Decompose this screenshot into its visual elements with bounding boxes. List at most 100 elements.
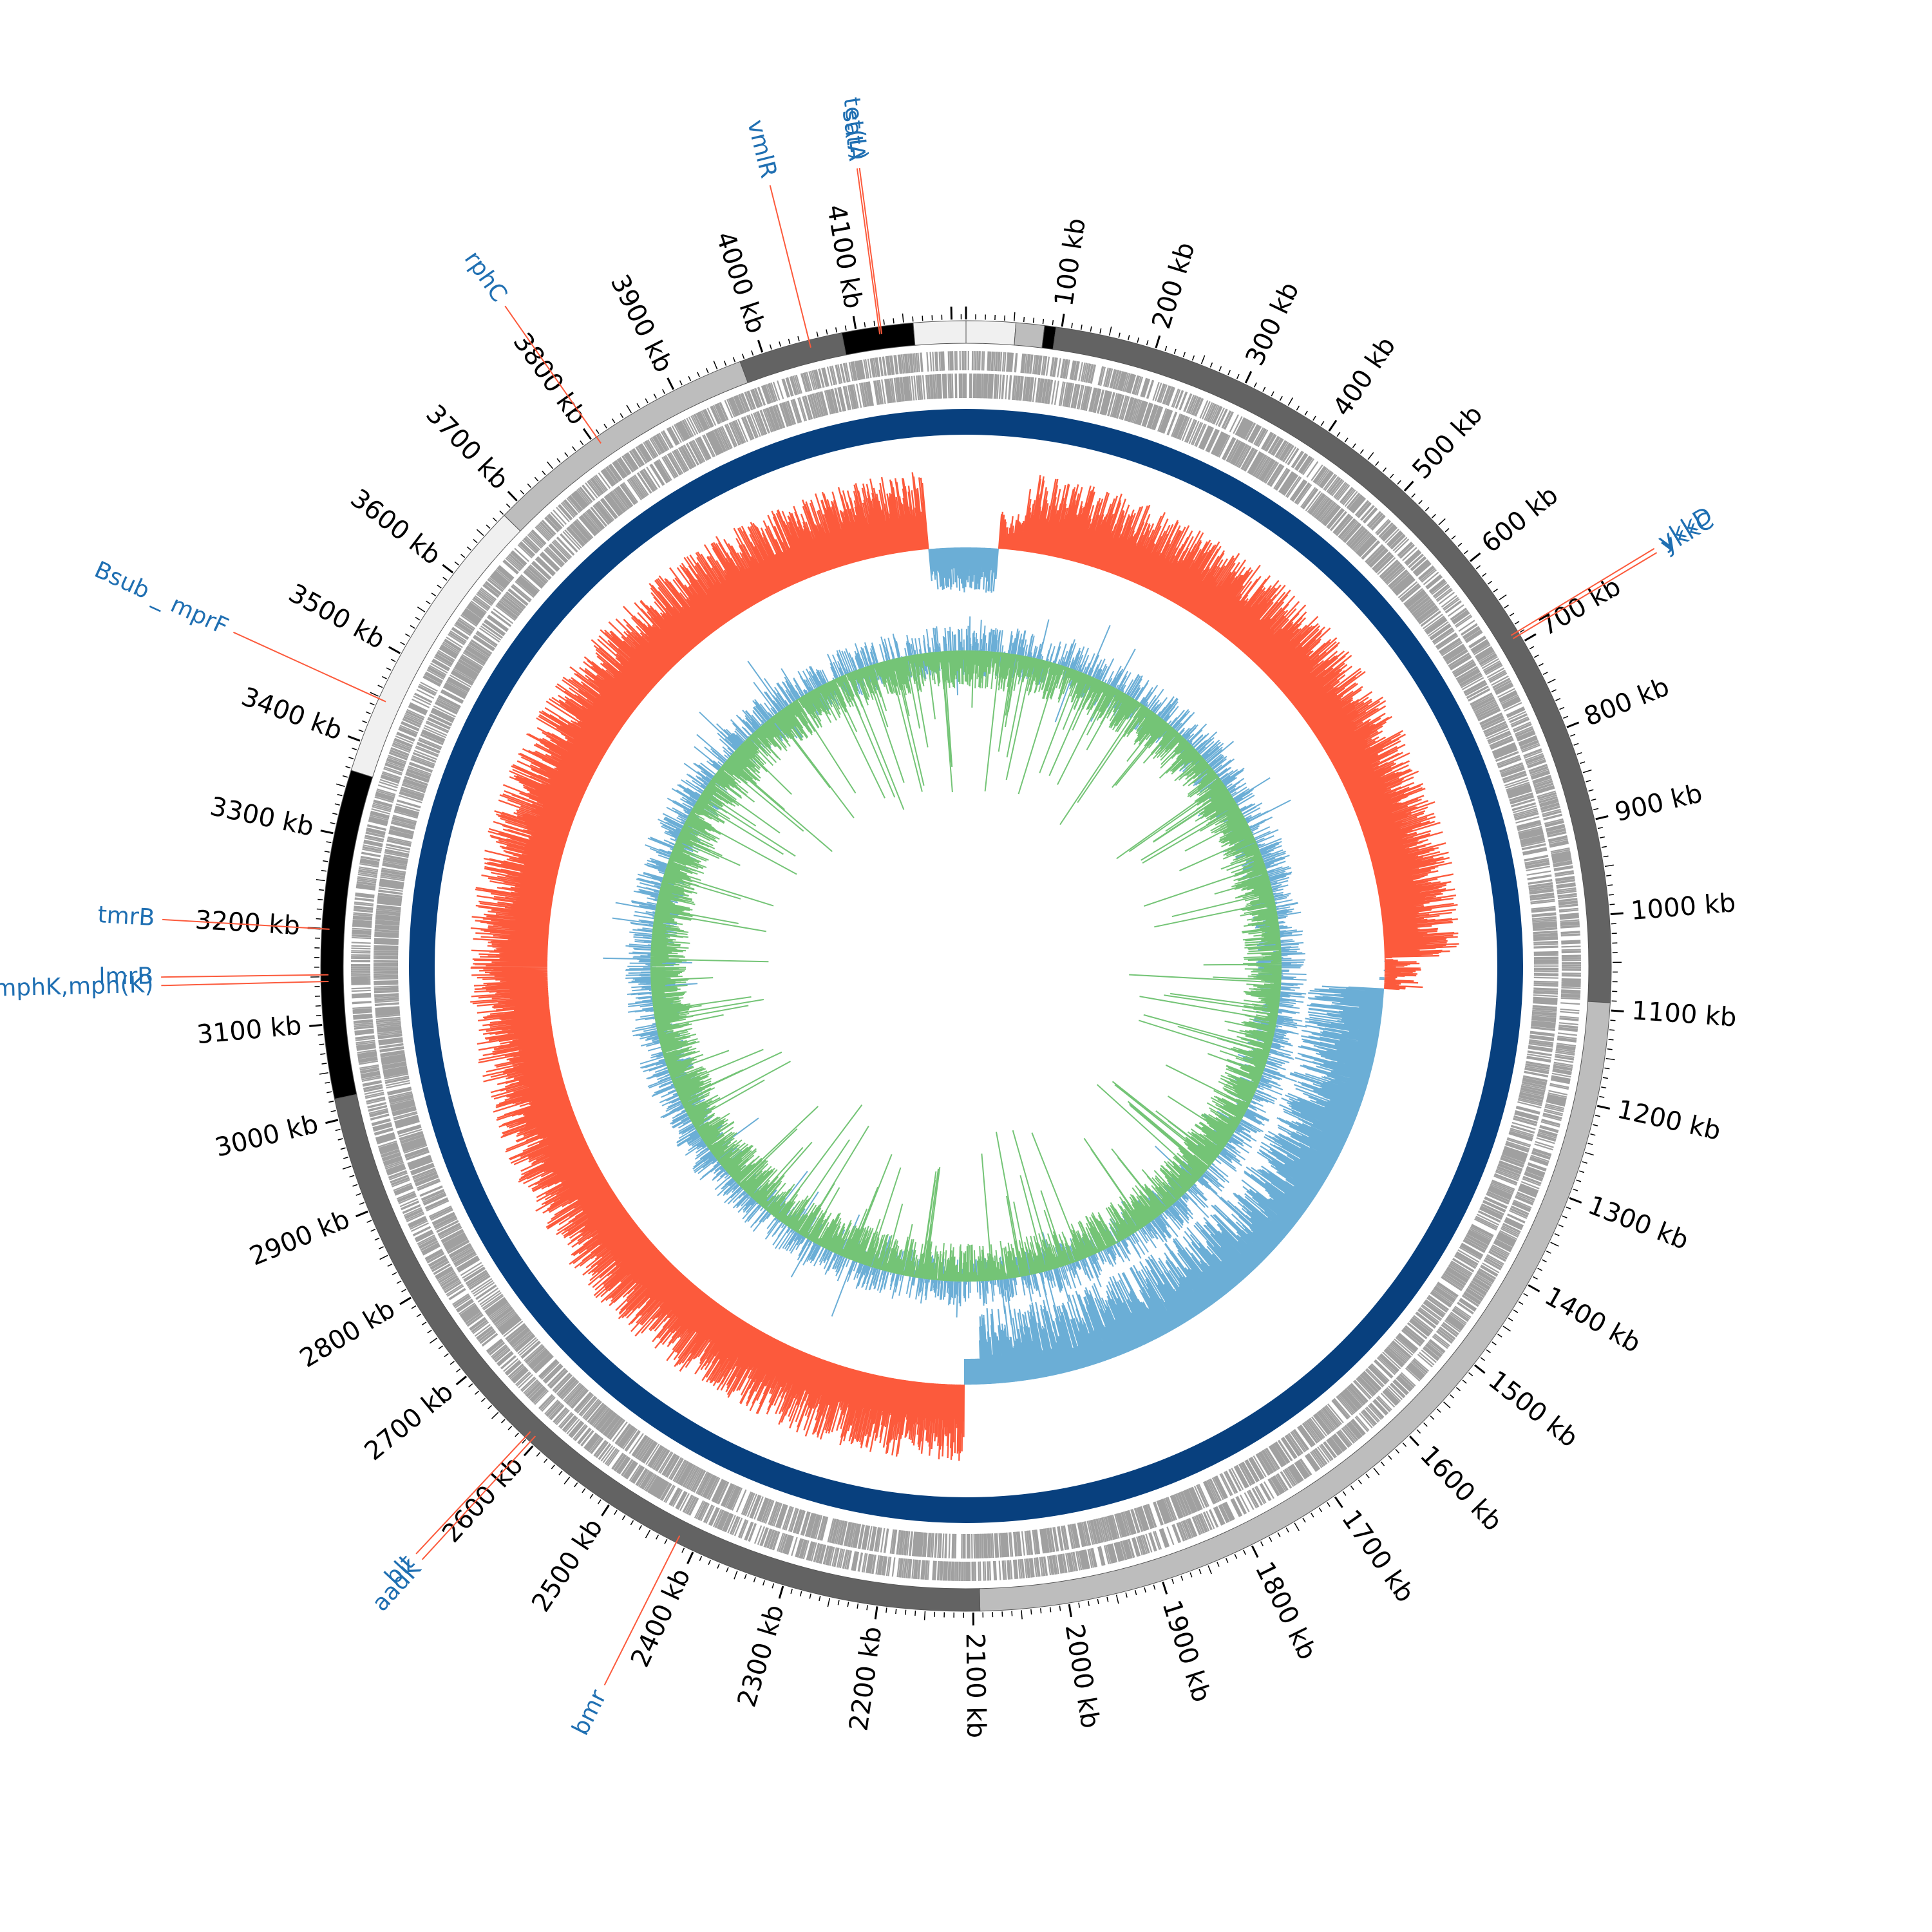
scale-tick: [1234, 1553, 1238, 1559]
gene-leader-line: [1510, 547, 1655, 636]
scale-tick: [474, 1390, 479, 1395]
scale-tick: [601, 1504, 610, 1517]
scale-tick: [466, 546, 471, 551]
scale-tick: [542, 470, 546, 475]
scale-tick: [1262, 386, 1266, 392]
tick-label: 1000 kb: [1630, 888, 1737, 926]
scale-tick: [374, 1237, 380, 1241]
scale-tick: [1352, 443, 1356, 448]
scale-tick: [597, 1499, 601, 1504]
scale-tick: [620, 413, 624, 419]
scale-tick: [1518, 1301, 1524, 1305]
scale-tick: [1481, 573, 1487, 577]
scale-tick: [499, 510, 504, 515]
scale-tick: [1243, 1549, 1246, 1555]
scale-tick: [544, 1458, 548, 1463]
tick-label: 3500 kb: [283, 578, 390, 655]
scale-tick: [343, 1156, 349, 1159]
tick-label: 1500 kb: [1482, 1365, 1584, 1454]
scale-tick: [1236, 374, 1240, 379]
scale-tick: [1593, 1124, 1598, 1126]
tick-label: 3400 kb: [238, 682, 346, 746]
gene-leader-line: [162, 918, 330, 930]
scale-tick: [1492, 1341, 1497, 1346]
scale-tick: [362, 720, 368, 723]
scale-tick: [1504, 604, 1510, 609]
scale-tick: [437, 584, 442, 589]
scale-tick: [1218, 366, 1222, 372]
scale-tick: [337, 1138, 343, 1141]
scale-tick: [1430, 1416, 1435, 1420]
tick-label: 2600 kb: [437, 1450, 529, 1548]
scale-tick: [1487, 580, 1493, 585]
scale-tick: [1464, 550, 1469, 554]
scale-tick: [1562, 1215, 1567, 1218]
scale-tick: [1052, 319, 1054, 326]
scale-tick: [852, 316, 857, 329]
scale-tick: [316, 918, 321, 920]
tick-label: 1300 kb: [1584, 1190, 1692, 1255]
scale-tick: [1097, 1598, 1099, 1604]
scale-tick: [757, 339, 764, 353]
scale-tick: [1189, 1572, 1193, 1578]
scale-tick: [491, 1412, 499, 1419]
scale-tick: [1602, 1077, 1608, 1079]
scale-tick: [1533, 654, 1539, 658]
gene-leader-line: [504, 305, 601, 444]
scale-tick: [500, 1419, 506, 1424]
scale-tick: [778, 1586, 784, 1599]
scale-tick: [520, 489, 525, 495]
scale-tick: [335, 1128, 341, 1132]
scale-tick: [1209, 362, 1213, 368]
scale-tick: [1607, 884, 1613, 886]
tick-label: 3200 kb: [194, 905, 301, 941]
scale-tick: [582, 428, 592, 440]
scale-ticks: [307, 307, 1624, 1625]
scale-tick: [653, 393, 657, 399]
scale-tick: [326, 841, 332, 844]
cds-tracks: [350, 350, 1582, 1582]
scale-tick: [589, 1493, 594, 1499]
scale-tick: [1468, 1372, 1473, 1377]
scale-tick: [1523, 1293, 1529, 1297]
tick-label: 2900 kb: [245, 1204, 354, 1271]
scale-tick: [1030, 1609, 1032, 1615]
scale-tick: [321, 1063, 327, 1065]
scale-tick: [426, 600, 431, 605]
scale-tick: [330, 1110, 336, 1112]
scale-tick: [1528, 1284, 1540, 1293]
scale-tick: [417, 606, 426, 612]
scale-tick: [1432, 514, 1436, 518]
gc-content-track: [470, 472, 1459, 1461]
scale-tick: [370, 692, 379, 697]
tick-label: 600 kb: [1476, 480, 1564, 559]
scale-tick: [1606, 875, 1612, 876]
scale-tick: [450, 1361, 455, 1365]
cds-forward-strand: [350, 350, 1582, 1582]
scale-tick: [741, 354, 745, 359]
scale-tick: [1164, 345, 1168, 352]
scale-tick: [507, 1426, 513, 1430]
scale-tick: [1599, 836, 1605, 838]
scale-tick: [527, 483, 532, 488]
scale-tick: [1597, 827, 1604, 829]
scale-tick: [769, 344, 772, 350]
scale-tick: [664, 1539, 668, 1544]
scale-tick: [1068, 1604, 1072, 1618]
gc-skew-track: [603, 616, 1307, 1329]
scale-tick: [753, 1577, 756, 1583]
scale-tick: [349, 1175, 355, 1178]
scale-tick: [1610, 912, 1624, 916]
scale-tick: [874, 1606, 878, 1620]
scale-tick: [1610, 1019, 1616, 1021]
scale-tick: [523, 1445, 534, 1457]
cds-reverse-strand: [373, 373, 1559, 1559]
scale-tick: [886, 1607, 887, 1613]
scale-tick: [687, 1551, 694, 1564]
tick-label: 1400 kb: [1540, 1282, 1646, 1359]
scale-tick: [1285, 1527, 1289, 1533]
scale-tick: [347, 735, 361, 742]
scale-tick: [1320, 421, 1325, 426]
scale-tick: [1350, 1485, 1354, 1490]
tick-label: 2700 kb: [359, 1377, 459, 1466]
